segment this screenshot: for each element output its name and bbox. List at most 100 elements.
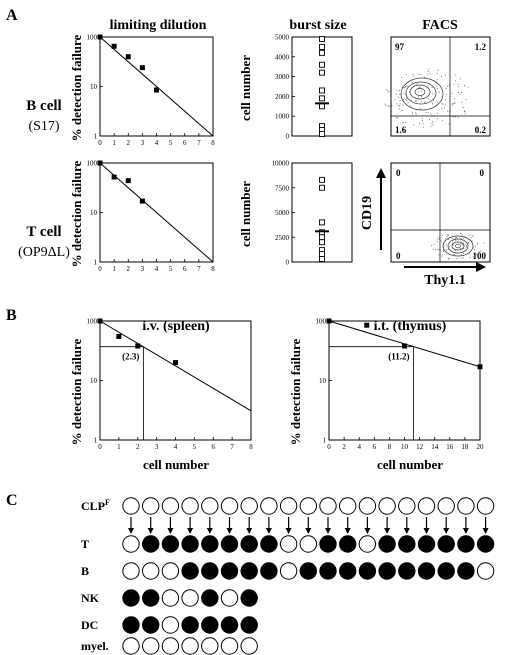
iv-xtick-label: 6	[212, 443, 216, 451]
iv-ytick-label: 10	[90, 377, 98, 385]
iv-ytick-label: 100	[87, 318, 98, 326]
clone-arrowhead	[344, 528, 351, 534]
facs-event-dot	[448, 111, 450, 113]
facs-event-dot	[471, 234, 473, 236]
facs-event-dot	[454, 74, 456, 76]
facs-event-dot	[451, 242, 453, 244]
it-point	[326, 318, 332, 324]
facs-event-dot	[399, 100, 401, 102]
clone-circle	[417, 562, 436, 580]
facs-event-dot	[432, 248, 434, 250]
facs-event-dot	[423, 115, 425, 117]
clone-circle	[161, 562, 180, 580]
bs_t-point	[319, 256, 325, 262]
ld_b-point	[125, 54, 131, 60]
panel-label-a: A	[6, 7, 18, 24]
facs-event-dot	[439, 235, 441, 237]
iv-point	[135, 343, 141, 349]
clone-arrowhead	[128, 528, 134, 534]
facs-event-dot	[411, 79, 413, 81]
thy-arrowhead	[476, 262, 486, 272]
facs-event-dot	[411, 113, 413, 115]
facs-event-dot	[414, 112, 416, 114]
clone-circle	[240, 637, 258, 655]
facs-event-dot	[455, 249, 457, 251]
clone-row-label: NK	[81, 591, 100, 605]
facs-event-dot	[433, 99, 435, 101]
facs-event-dot	[435, 249, 437, 251]
facs-event-dot	[422, 123, 424, 125]
clone-circle	[161, 535, 180, 553]
clone-circle	[220, 616, 239, 634]
clone-arrowhead	[226, 528, 233, 534]
bs_t-point	[319, 184, 325, 191]
facs-event-dot	[421, 100, 423, 102]
row-label-tcell-sub: (OP9ΔL)	[18, 245, 70, 260]
ld_t-point	[97, 160, 103, 166]
ld_b-xtick-label: 7	[197, 139, 201, 147]
facs-event-dot	[427, 70, 429, 72]
facs-event-dot	[431, 121, 433, 123]
facs-event-dot	[391, 105, 393, 107]
ylabel-it: % detection failure	[288, 338, 303, 445]
iv-xtick-label: 8	[249, 443, 253, 451]
clone-circle	[220, 562, 239, 580]
facs-event-dot	[453, 83, 455, 85]
facs-event-dot	[430, 125, 432, 127]
clone-circle	[358, 535, 377, 553]
facs-event-dot	[432, 124, 434, 126]
facs-event-dot	[390, 107, 392, 109]
facs-event-dot	[433, 115, 435, 117]
facs-event-dot	[384, 103, 386, 105]
facs-event-dot	[401, 109, 403, 111]
clone-circle	[220, 589, 239, 607]
facs-plot-tcell: 0 0 0 100	[390, 162, 491, 263]
ld_b-fit-line	[99, 36, 214, 137]
facs-event-dot	[476, 243, 478, 245]
facs-event-dot	[416, 83, 418, 85]
facs-event-dot	[421, 118, 423, 120]
bs_t-ytick-label: 5000	[275, 209, 290, 217]
ld_b-point	[139, 65, 145, 71]
clone-arrowhead	[482, 528, 489, 534]
facs-event-dot	[464, 243, 466, 245]
facs-event-dot	[442, 253, 444, 255]
facs-event-dot	[457, 117, 459, 119]
facs-event-dot	[405, 122, 407, 124]
clone-circle	[437, 497, 455, 515]
clone-arrowhead	[403, 528, 410, 534]
facs-xlabel-thy: Thy1.1	[424, 273, 466, 288]
bs_t-point	[319, 239, 325, 246]
facs-event-dot	[395, 103, 397, 105]
clone-circle	[476, 535, 495, 553]
clone-arrowhead	[384, 528, 391, 534]
facs-event-dot	[424, 115, 426, 117]
facs-event-dot	[438, 249, 440, 251]
facs-event-dot	[418, 91, 420, 93]
facs-event-dot	[439, 91, 441, 93]
clone-circle	[161, 616, 180, 634]
facs-event-dot	[474, 246, 476, 248]
clone-circle	[161, 589, 180, 607]
clone-circle	[201, 535, 219, 553]
facs-event-dot	[436, 241, 438, 243]
facs-event-dot	[413, 124, 415, 126]
clone-circle	[220, 497, 239, 515]
clone-circle	[457, 535, 475, 553]
facs-event-dot	[447, 110, 449, 112]
facs-event-dot	[419, 108, 421, 110]
facs-event-dot	[403, 99, 405, 101]
facs-event-dot	[447, 248, 449, 250]
facs-event-dot	[390, 81, 392, 83]
facs-event-dot	[469, 253, 471, 255]
chart-it: 1 10 100 0 2 4 6 8 10 12 14 16 18 20 (11.2)	[316, 318, 485, 452]
facs-event-dot	[460, 243, 462, 245]
facs-event-dot	[470, 236, 472, 238]
facs-event-dot	[460, 253, 462, 255]
facs-event-dot	[453, 98, 455, 100]
facs-event-dot	[452, 103, 454, 105]
panel-label-c: C	[6, 492, 18, 509]
title-facs: FACS	[422, 18, 458, 33]
